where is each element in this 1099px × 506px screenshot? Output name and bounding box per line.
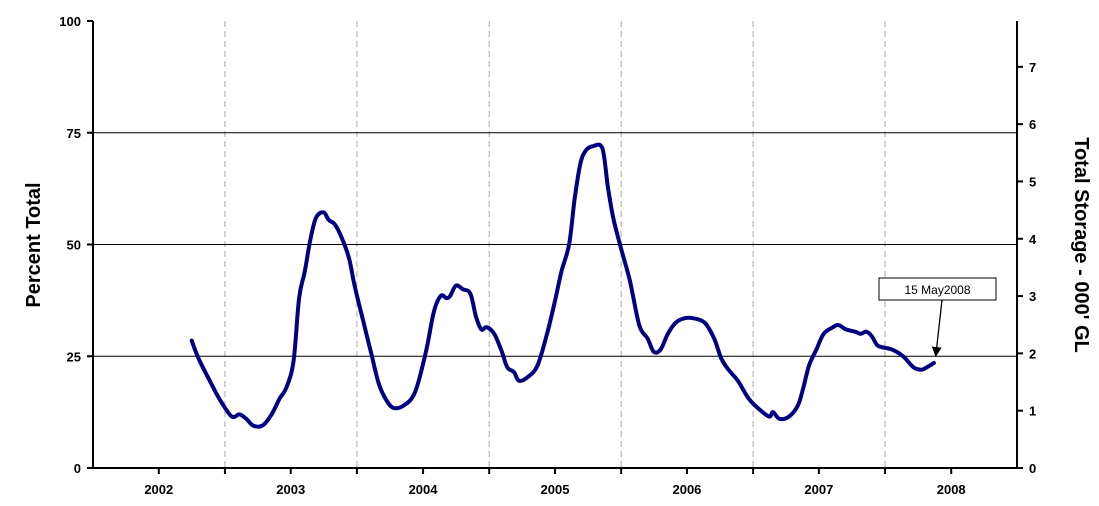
annotation-arrow — [931, 299, 943, 357]
y-right-tick-label: 0 — [1029, 461, 1036, 476]
x-tick-label: 2004 — [409, 482, 439, 497]
annotation-layer: 15 May2008 — [878, 277, 997, 357]
annotation-box — [878, 277, 997, 301]
grid-layer — [93, 21, 1017, 468]
y-left-tick-label: 0 — [74, 461, 81, 476]
annotation-label: 15 May2008 — [904, 283, 970, 297]
x-tick-label: 2002 — [144, 482, 173, 497]
series-layer — [189, 142, 936, 429]
y-right-tick-label: 6 — [1029, 117, 1036, 132]
x-tick-label: 2007 — [804, 482, 833, 497]
y-left-tick-label: 50 — [67, 238, 81, 253]
y-right-tick-label: 3 — [1029, 289, 1036, 304]
y-left-tick-label: 25 — [67, 349, 81, 364]
y-right-tick-label: 5 — [1029, 174, 1036, 189]
x-tick-label: 2005 — [541, 482, 570, 497]
axes-layer: 0 25 50 75 100 0 1 2 3 4 5 6 7 2002 2003 2004 2005 2006 20… — [59, 14, 1037, 497]
y-left-tick-label: 75 — [67, 126, 81, 141]
x-tick-label: 2006 — [672, 482, 701, 497]
y-axis-left-title: Percent Total — [23, 182, 45, 307]
storage-series-line — [189, 142, 936, 429]
y-right-tick-label: 2 — [1029, 346, 1036, 361]
x-tick-label: 2008 — [937, 482, 966, 497]
x-tick-label: 2003 — [276, 482, 305, 497]
y-right-tick-label: 1 — [1029, 404, 1036, 419]
y-axis-right-title: Total Storage - 000' GL — [1070, 137, 1092, 353]
y-right-tick-label: 4 — [1029, 232, 1037, 247]
y-right-tick-label: 7 — [1029, 60, 1036, 75]
y-left-tick-label: 100 — [59, 14, 81, 29]
